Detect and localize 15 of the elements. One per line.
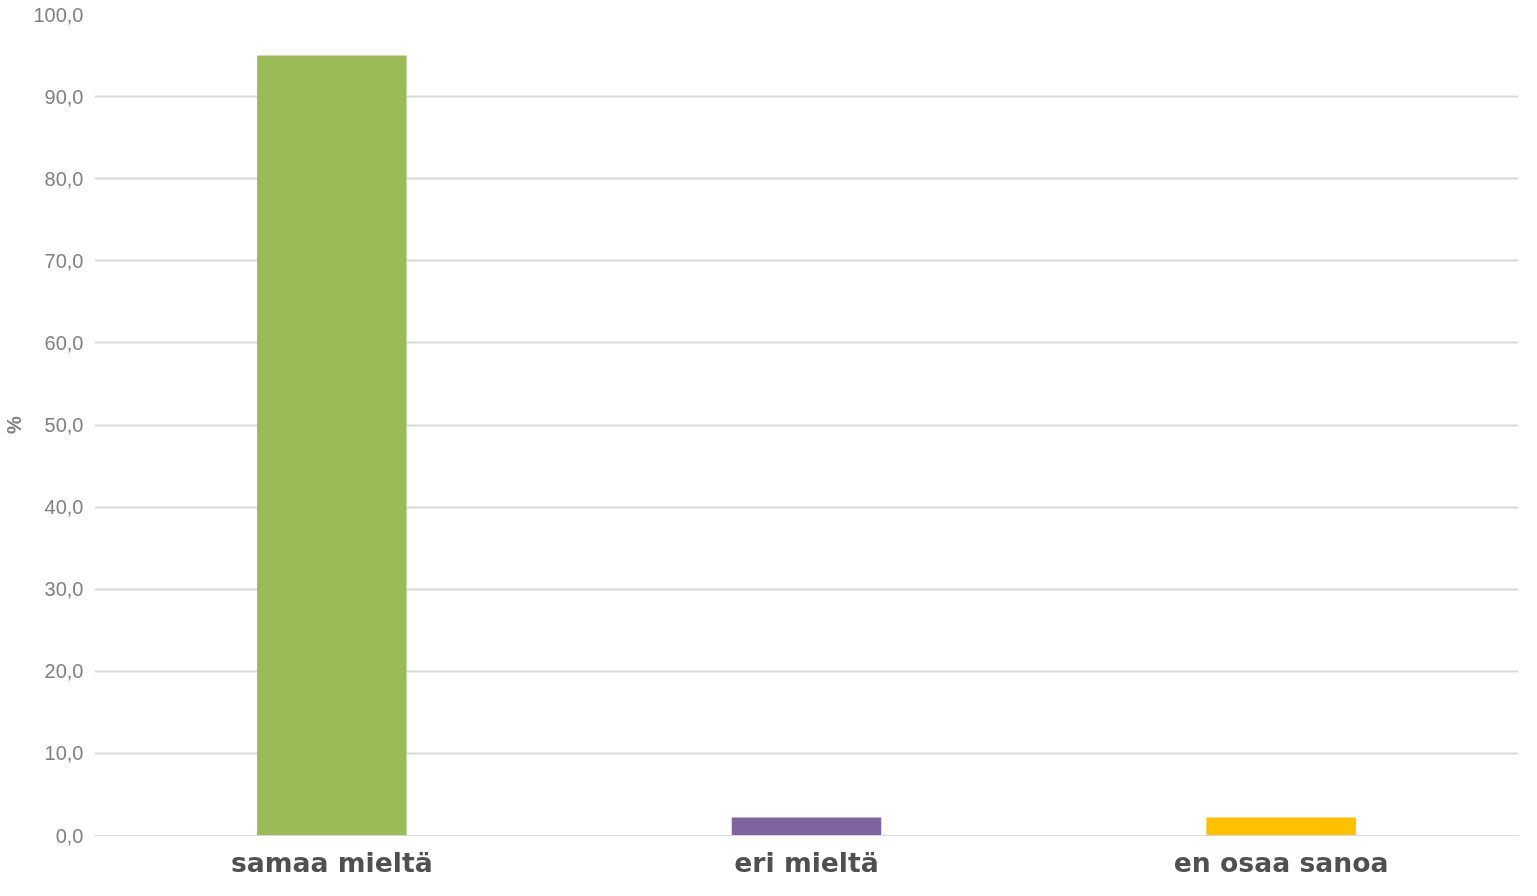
y-tick-label: 40,0: [44, 496, 84, 519]
y-tick-label: 10,0: [44, 742, 84, 765]
y-tick-label: 30,0: [44, 578, 84, 601]
x-tick-label: eri mieltä: [734, 846, 879, 878]
x-tick-label: samaa mieltä: [230, 846, 433, 878]
y-tick-label: 50,0: [44, 414, 84, 436]
y-tick-label: 60,0: [44, 331, 84, 354]
y-tick-label: 0,0: [55, 824, 84, 847]
y-tick-label: 100,0: [33, 3, 84, 26]
y-tick-label: 90,0: [44, 85, 84, 108]
y-tick-label: 20,0: [44, 660, 84, 683]
y-tick-label: 70,0: [44, 249, 84, 272]
y-axis-title: %: [3, 415, 26, 434]
x-tick-label: en osaa sanoa: [1173, 846, 1389, 878]
y-tick-label: 80,0: [44, 167, 84, 190]
